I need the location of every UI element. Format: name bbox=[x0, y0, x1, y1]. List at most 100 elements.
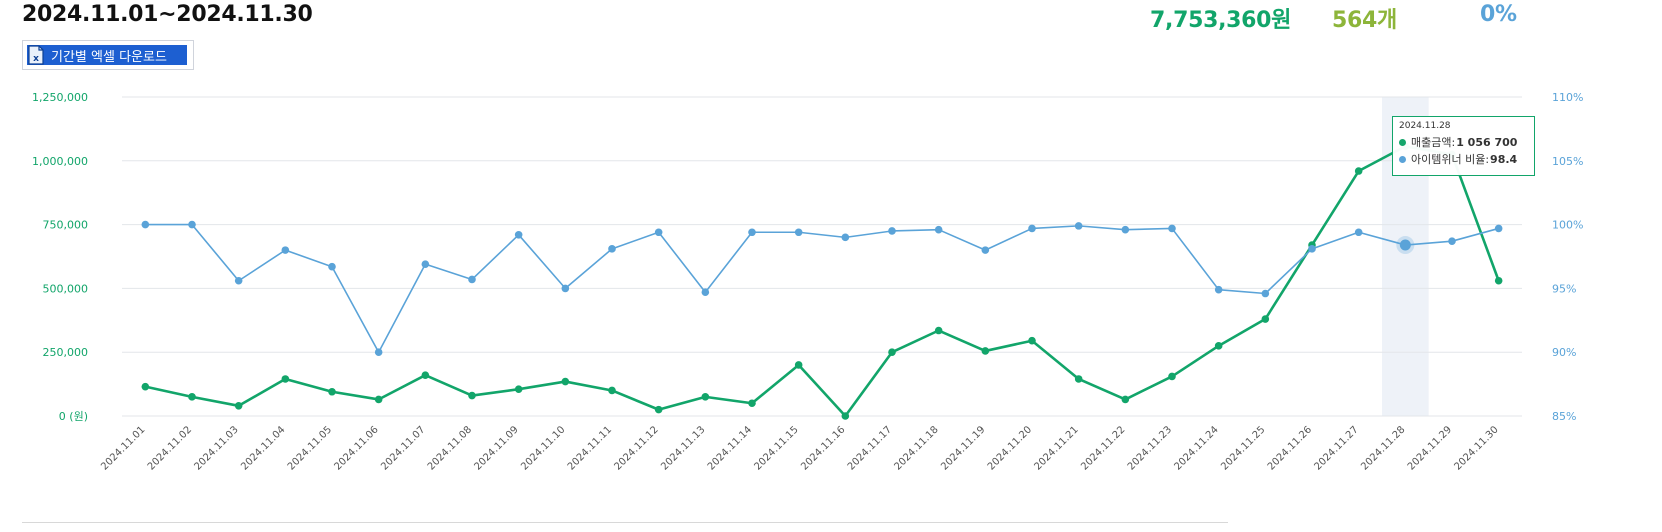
data-point bbox=[1074, 222, 1083, 230]
data-point bbox=[561, 284, 570, 293]
x-tick-label: 2024.11.28 bbox=[1359, 424, 1407, 472]
chart-tooltip: 2024.11.28 매출금액: 1 056 700 아이템위너 비율: 98.… bbox=[1392, 116, 1535, 176]
data-point bbox=[608, 245, 616, 253]
data-point bbox=[561, 377, 570, 386]
data-point bbox=[701, 393, 710, 401]
x-tick-label: 2024.11.20 bbox=[986, 424, 1034, 472]
series-line-2 bbox=[145, 223, 1499, 354]
x-tick-label: 2024.11.27 bbox=[1313, 424, 1361, 472]
x-tick-label: 2024.11.17 bbox=[846, 424, 894, 472]
tooltip-ratio-label: 아이템위너 비율: bbox=[1411, 153, 1490, 166]
data-point bbox=[654, 228, 663, 237]
x-tick-label: 2024.11.25 bbox=[1219, 424, 1267, 472]
y-left-tick-label: 750,000 bbox=[43, 219, 89, 232]
tooltip-date: 2024.11.28 bbox=[1399, 121, 1451, 131]
data-point bbox=[1168, 372, 1176, 381]
x-tick-label: 2024.11.08 bbox=[426, 424, 474, 472]
y-left-tick-label: 1,000,000 bbox=[32, 155, 88, 168]
total-revenue: 7,753,360원 bbox=[1150, 8, 1292, 33]
data-point bbox=[1308, 245, 1316, 253]
tooltip-ratio-row: 아이템위너 비율: 98.4 bbox=[1399, 151, 1528, 168]
y-left-tick-label: 0 (원) bbox=[59, 410, 88, 423]
tooltip-revenue-label: 매출금액: bbox=[1411, 136, 1456, 149]
x-tick-label: 2024.11.14 bbox=[706, 424, 754, 472]
data-point bbox=[1261, 315, 1270, 323]
data-point bbox=[188, 393, 196, 401]
data-point bbox=[468, 275, 476, 284]
y-left-tick-label: 500,000 bbox=[43, 282, 89, 295]
data-point bbox=[1121, 395, 1130, 404]
data-point bbox=[934, 225, 943, 234]
tooltip-revenue-dot bbox=[1399, 139, 1406, 146]
y-left-tick-label: 250,000 bbox=[43, 346, 89, 359]
y-right-tick-label: 95% bbox=[1552, 282, 1576, 295]
x-tick-label: 2024.11.19 bbox=[939, 424, 987, 472]
data-point bbox=[1448, 237, 1456, 245]
excel-download-label-wrap: x 기간별 엑셀 다운로드 bbox=[27, 45, 187, 65]
data-point bbox=[328, 262, 336, 271]
x-tick-label: 2024.11.21 bbox=[1033, 424, 1081, 472]
x-tick-label: 2024.11.15 bbox=[753, 424, 801, 472]
x-tick-label: 2024.11.11 bbox=[566, 424, 614, 472]
data-point bbox=[981, 246, 990, 254]
y-right-tick-label: 105% bbox=[1552, 155, 1583, 168]
x-tick-label: 2024.11.29 bbox=[1406, 424, 1454, 472]
data-point bbox=[748, 399, 756, 408]
excel-file-icon: x bbox=[27, 45, 45, 65]
x-tick-label: 2024.11.22 bbox=[1079, 424, 1127, 472]
data-point bbox=[794, 361, 803, 369]
data-point bbox=[888, 348, 896, 357]
excel-download-text: 기간별 엑셀 다운로드 bbox=[51, 49, 167, 65]
data-point bbox=[514, 385, 523, 394]
data-point bbox=[701, 288, 710, 297]
x-tick-label: 2024.11.04 bbox=[239, 424, 287, 472]
y-right-tick-label: 110% bbox=[1552, 91, 1583, 104]
tooltip-revenue-value: 1 056 700 bbox=[1456, 136, 1518, 149]
x-tick-label: 2024.11.06 bbox=[333, 424, 381, 472]
data-point bbox=[608, 386, 616, 395]
data-point bbox=[1168, 224, 1176, 233]
data-point bbox=[1399, 239, 1411, 251]
x-tick-label: 2024.11.05 bbox=[286, 424, 334, 472]
x-tick-label: 2024.11.23 bbox=[1126, 424, 1174, 472]
y-right-tick-label: 85% bbox=[1552, 410, 1576, 423]
x-tick-label: 2024.11.07 bbox=[379, 424, 427, 472]
x-tick-label: 2024.11.18 bbox=[893, 424, 941, 472]
data-point bbox=[1354, 167, 1363, 175]
data-point bbox=[234, 276, 243, 285]
x-tick-label: 2024.11.30 bbox=[1453, 424, 1501, 472]
winner-ratio: 0% bbox=[1480, 2, 1517, 27]
data-point bbox=[374, 348, 383, 357]
data-point bbox=[888, 227, 896, 235]
data-point bbox=[841, 412, 850, 420]
data-point bbox=[141, 382, 150, 391]
x-tick-label: 2024.11.24 bbox=[1173, 424, 1221, 472]
excel-download-button[interactable]: x 기간별 엑셀 다운로드 bbox=[22, 40, 194, 70]
data-point bbox=[1214, 342, 1223, 350]
data-point bbox=[281, 246, 290, 254]
data-point bbox=[421, 260, 430, 268]
data-point bbox=[374, 395, 383, 404]
data-point bbox=[981, 347, 990, 355]
x-tick-label: 2024.11.03 bbox=[193, 424, 241, 472]
x-tick-label: 2024.11.09 bbox=[473, 424, 521, 472]
data-point bbox=[1121, 225, 1130, 234]
series-line-1 bbox=[145, 145, 1500, 418]
data-point bbox=[1074, 375, 1083, 383]
data-point bbox=[748, 228, 756, 237]
data-point bbox=[1494, 224, 1503, 233]
x-tick-label: 2024.11.26 bbox=[1266, 424, 1314, 472]
y-left-tick-label: 1,250,000 bbox=[32, 91, 88, 104]
data-point bbox=[654, 405, 663, 414]
x-tick-label: 2024.11.12 bbox=[613, 424, 661, 472]
data-point bbox=[468, 391, 476, 400]
bottom-divider bbox=[22, 522, 1228, 523]
data-point bbox=[1354, 228, 1363, 237]
data-point bbox=[514, 231, 523, 239]
x-tick-label: 2024.11.16 bbox=[799, 424, 847, 472]
x-tick-label: 2024.11.10 bbox=[519, 424, 567, 472]
tooltip-ratio-value: 98.4 bbox=[1490, 153, 1518, 166]
tooltip-revenue-row: 매출금액: 1 056 700 bbox=[1399, 134, 1528, 151]
data-point bbox=[934, 326, 943, 335]
